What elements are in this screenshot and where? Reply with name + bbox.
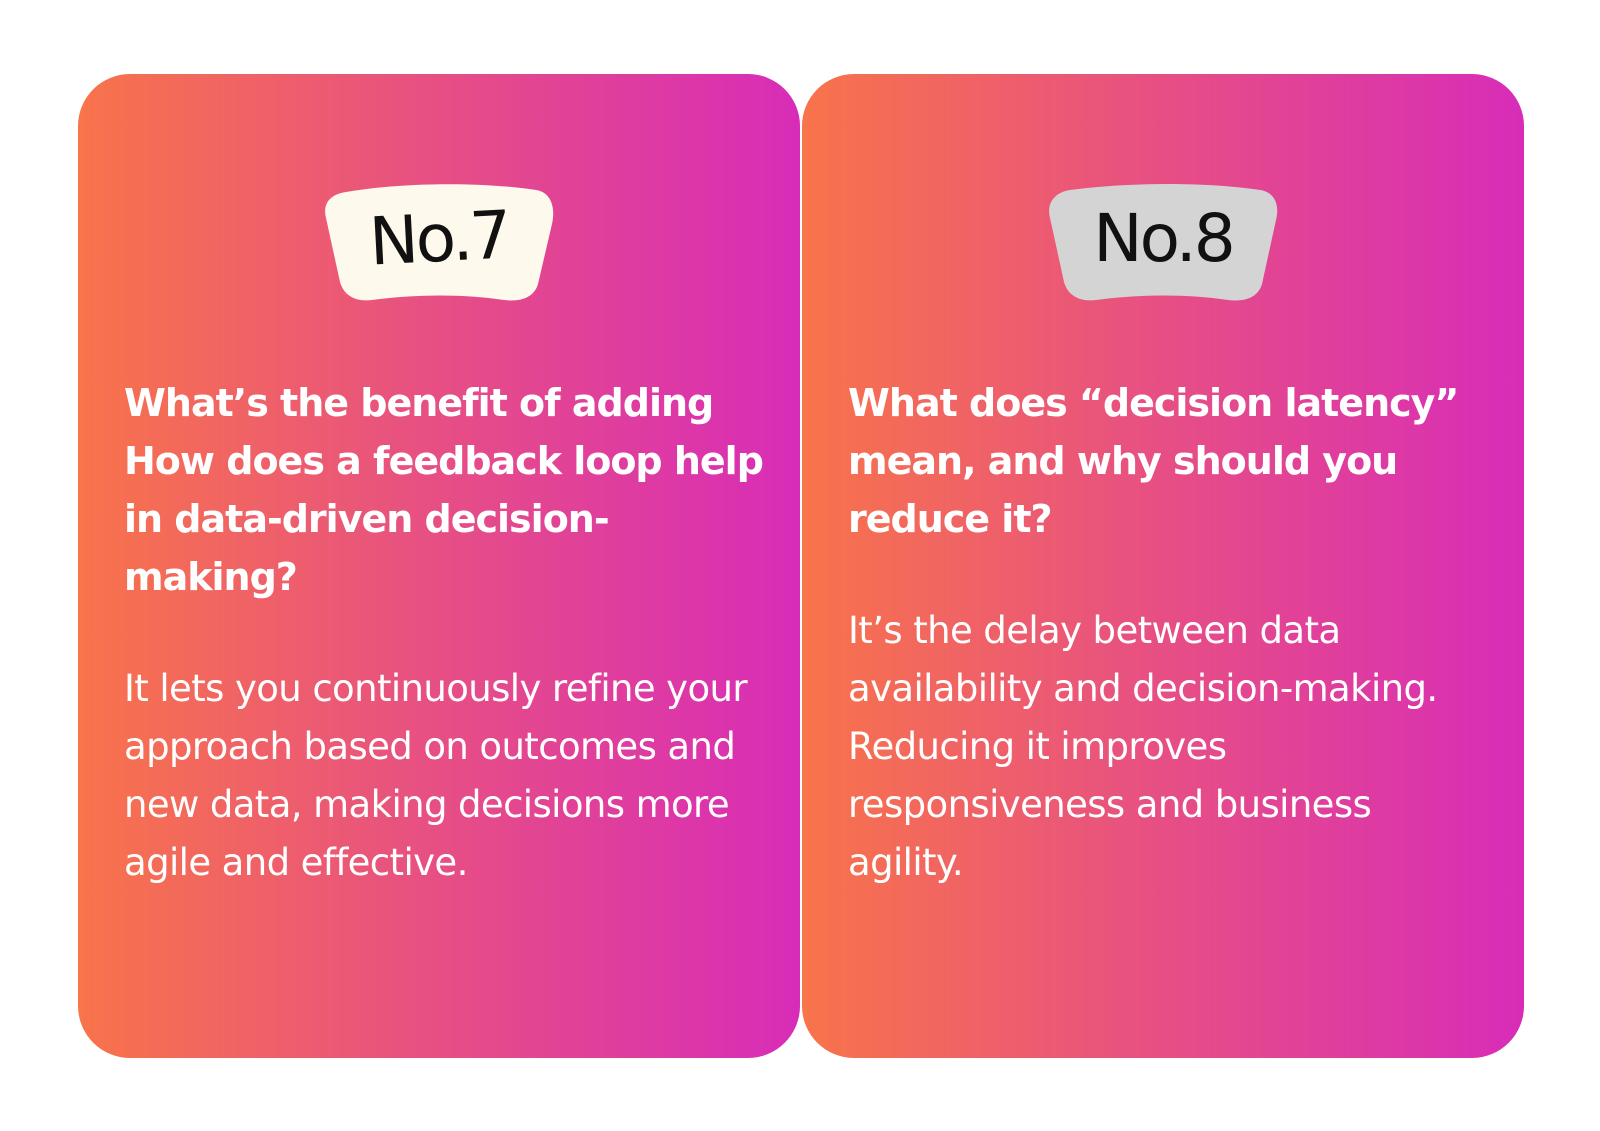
question-text: What’s the benefit of adding How does a …: [124, 381, 764, 599]
card-number: No.7: [367, 196, 511, 281]
badge-shape: [325, 184, 554, 301]
card-number: No.8: [1093, 200, 1236, 277]
question-card-8: No.8 What does “decision latency” mean, …: [802, 74, 1524, 1058]
number-badge: No.8: [1048, 184, 1278, 304]
number-badge: No.7: [324, 184, 554, 304]
answer-text: It’s the delay between data availability…: [848, 609, 1438, 884]
answer-text: It lets you continuously refine your app…: [124, 667, 748, 884]
question-card-7: No.7 What’s the benefit of adding How do…: [78, 74, 800, 1058]
badge-shape: [1049, 184, 1278, 301]
question-text: What does “decision latency” mean, and w…: [848, 381, 1459, 541]
